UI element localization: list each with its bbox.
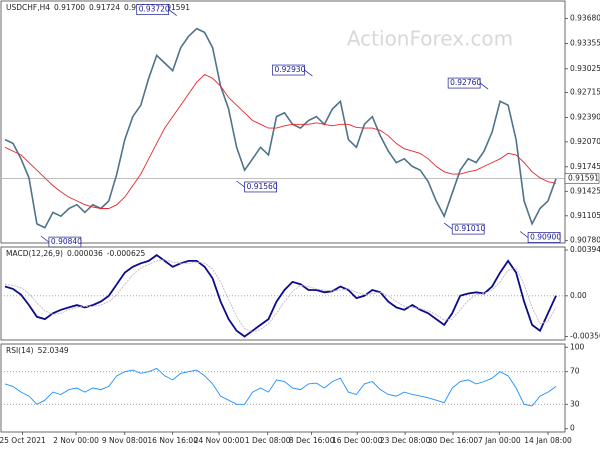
readout-value: -0.000625 bbox=[107, 249, 146, 258]
title: MACD(12,26,9) bbox=[6, 249, 63, 258]
annotation-label: 0.92760 bbox=[450, 78, 481, 87]
annotation-box bbox=[447, 77, 481, 89]
series-line bbox=[4, 367, 557, 407]
panel-frame bbox=[0, 246, 566, 341]
series-line bbox=[4, 259, 557, 333]
title: RSI(14) bbox=[6, 346, 34, 355]
annotation-label: 0.91010 bbox=[454, 224, 485, 233]
series-line bbox=[4, 27, 557, 229]
y-tick-label: 0.90780 bbox=[570, 236, 600, 245]
x-tick-label: 14 Jan 08:00 bbox=[524, 436, 572, 445]
y-tick-label: 0.00 bbox=[570, 291, 587, 300]
annotation-box bbox=[527, 232, 561, 243]
annotation-leader bbox=[236, 180, 245, 188]
y-tick-label: 0 bbox=[570, 424, 575, 433]
y-tick-label: -0.003506 bbox=[570, 332, 600, 341]
panel-title: MACD(12,26,9) 0.000036 -0.000625 bbox=[6, 249, 145, 258]
x-tick-label: 16 Dec 00:00 bbox=[332, 436, 383, 445]
annotation-box bbox=[244, 181, 277, 193]
x-tick-label: 1 Dec 08:00 bbox=[245, 436, 291, 445]
x-tick-label: 7 Jan 00:00 bbox=[478, 436, 521, 445]
last-price-box bbox=[564, 173, 600, 184]
ohlc-value: 0.91724 bbox=[89, 3, 120, 12]
annotation-label: 0.90900 bbox=[530, 233, 561, 242]
annotation-leader bbox=[304, 69, 313, 77]
y-tick-label: 70 bbox=[570, 367, 580, 376]
annotation-leader bbox=[40, 235, 50, 243]
watermark: ActionForex.com bbox=[347, 27, 513, 51]
x-tick-label: 9 Nov 08:00 bbox=[102, 436, 148, 445]
x-tick-label: 23 Dec 08:00 bbox=[380, 436, 431, 445]
annotation-label: 0.90840 bbox=[51, 237, 82, 246]
x-tick-label: 16 Nov 16:00 bbox=[147, 436, 198, 445]
panel-frame bbox=[0, 343, 566, 433]
annotation-box bbox=[272, 64, 305, 76]
readout-value: 0.000036 bbox=[67, 249, 103, 258]
annotation-label: 0.93720 bbox=[139, 5, 170, 14]
annotation-leader bbox=[519, 231, 529, 238]
y-tick-label: 0.92715 bbox=[570, 88, 600, 97]
title: USDCHF,H4 bbox=[6, 3, 50, 12]
y-tick-label: 0.91105 bbox=[570, 211, 600, 220]
annotation-box bbox=[136, 4, 170, 15]
y-tick-label: 0.93680 bbox=[570, 14, 600, 23]
last-price-label: 0.91591 bbox=[568, 174, 599, 183]
panel-frame bbox=[0, 0, 566, 244]
y-tick-label: 0.91425 bbox=[570, 186, 600, 195]
annotation-box bbox=[451, 223, 485, 235]
annotation-label: 0.91560 bbox=[247, 182, 278, 191]
annotation-leader bbox=[168, 9, 177, 16]
series-line bbox=[4, 73, 557, 209]
ohlc-value: 0.91591 bbox=[159, 3, 190, 12]
x-tick-label: 2 Nov 00:00 bbox=[53, 436, 99, 445]
annotation-leader bbox=[479, 82, 489, 90]
y-tick-label: 0.92390 bbox=[570, 112, 600, 121]
x-tick-label: 30 Dec 16:00 bbox=[428, 436, 479, 445]
y-tick-label: 0.91745 bbox=[570, 162, 600, 171]
x-tick-label: 8 Dec 16:00 bbox=[289, 436, 335, 445]
x-tick-label: 25 Oct 2021 bbox=[0, 436, 46, 445]
annotation-label: 0.92930 bbox=[274, 65, 305, 74]
ohlc-value: 0.91700 bbox=[54, 3, 85, 12]
series-line bbox=[4, 253, 557, 338]
y-tick-label: 0.93355 bbox=[570, 39, 600, 48]
y-tick-label: 0.93025 bbox=[570, 64, 600, 73]
y-tick-label: 0.92070 bbox=[570, 137, 600, 146]
readout-value: 52.0349 bbox=[38, 346, 69, 355]
y-tick-label: 0.003944 bbox=[570, 245, 600, 254]
panel-title: RSI(14) 52.0349 bbox=[6, 346, 69, 355]
y-tick-label: 100 bbox=[570, 342, 585, 351]
y-tick-label: 30 bbox=[570, 399, 580, 408]
x-tick-label: 24 Nov 00:00 bbox=[194, 436, 245, 445]
annotation-leader bbox=[444, 222, 453, 230]
